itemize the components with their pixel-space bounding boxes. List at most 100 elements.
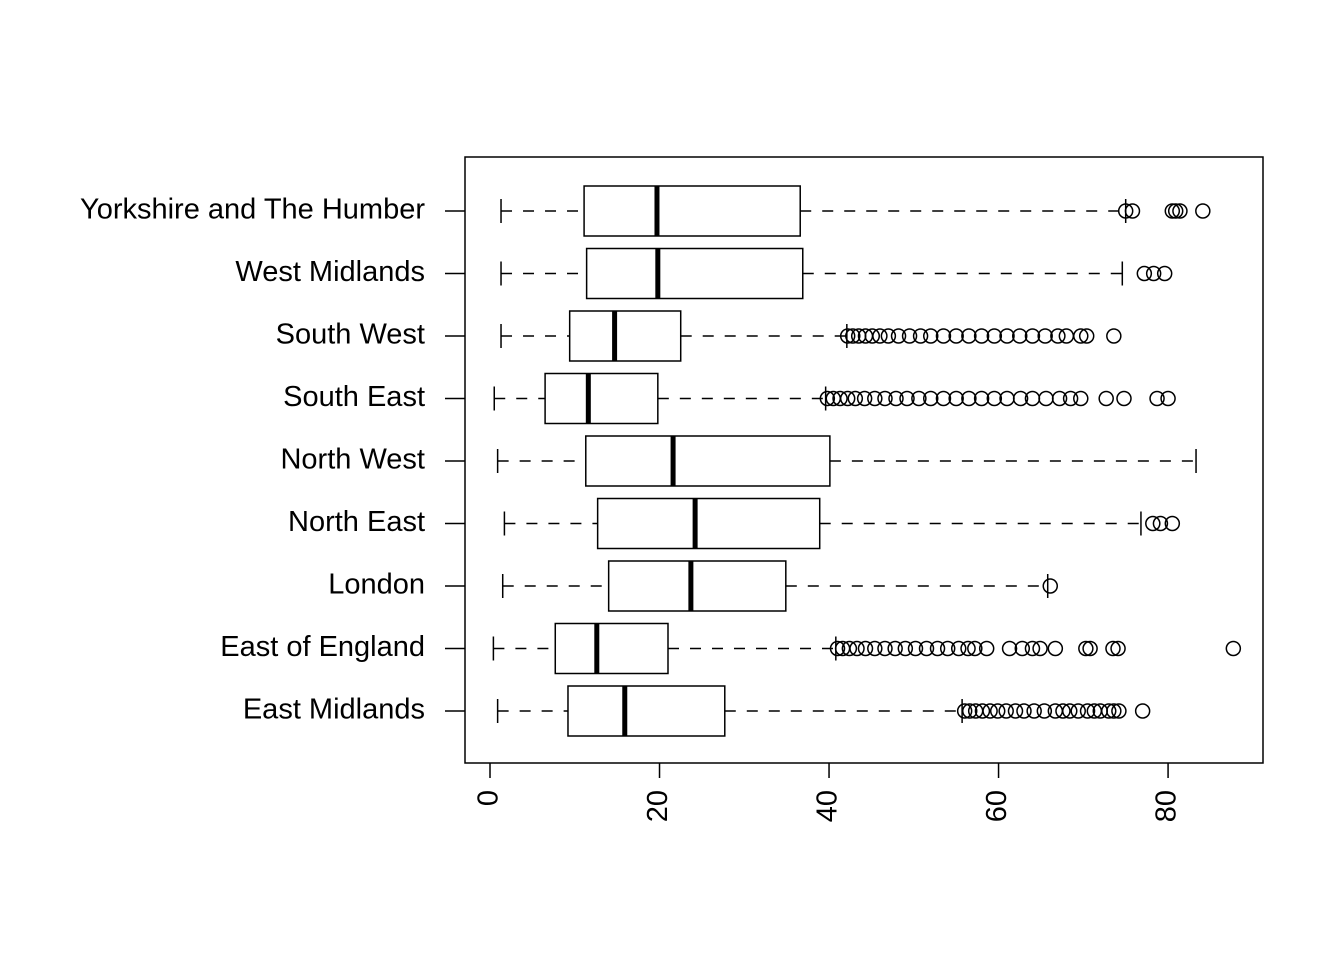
outlier — [1110, 640, 1126, 657]
outlier — [1001, 640, 1018, 657]
outlier — [1152, 515, 1169, 532]
outlier — [1079, 703, 1096, 719]
outlier — [961, 703, 978, 719]
outlier — [1082, 640, 1098, 657]
outlier — [935, 390, 952, 407]
outlier — [973, 390, 990, 407]
outlier — [839, 328, 856, 344]
x-tick-label: 20 — [642, 790, 674, 822]
outlier — [1024, 328, 1041, 344]
outlier — [922, 328, 939, 344]
outlier — [867, 640, 883, 657]
outlier — [1051, 390, 1068, 407]
outlier — [1124, 203, 1141, 219]
outlier — [1037, 328, 1053, 344]
outlier — [950, 640, 967, 657]
outlier — [1164, 203, 1181, 219]
outlier — [1105, 640, 1121, 657]
outlier — [1078, 640, 1094, 657]
outlier — [897, 640, 914, 657]
y-tick-label: South West — [276, 319, 425, 351]
outlier — [899, 390, 915, 407]
outlier — [1073, 390, 1089, 407]
outlier — [1145, 265, 1162, 282]
y-tick-label: South East — [283, 381, 425, 413]
outlier — [1160, 390, 1176, 407]
outlier — [967, 640, 983, 657]
box — [568, 310, 682, 362]
outlier — [856, 390, 873, 407]
outlier — [901, 328, 918, 344]
outlier — [948, 328, 964, 344]
y-tick-label: Yorkshire and The Humber — [80, 194, 425, 226]
outlier — [841, 640, 858, 657]
outlier — [877, 640, 893, 657]
y-tick-label: North West — [280, 444, 425, 476]
outlier — [929, 640, 946, 657]
outlier — [1106, 328, 1122, 344]
outlier — [911, 390, 927, 407]
outlier — [978, 640, 995, 657]
outlier — [888, 390, 904, 407]
y-tick-label: East of England — [220, 631, 425, 663]
outlier — [961, 390, 977, 407]
outlier — [1111, 703, 1127, 719]
outlier — [1014, 640, 1031, 657]
outlier — [1098, 390, 1114, 407]
x-tick-label: 0 — [473, 790, 505, 806]
outlier — [1106, 703, 1122, 719]
outlier — [1134, 703, 1151, 719]
y-tick-label: London — [328, 569, 425, 601]
x-tick-label: 80 — [1151, 790, 1183, 822]
outlier — [880, 328, 897, 344]
outlier — [1073, 328, 1089, 344]
outlier — [961, 328, 977, 344]
outlier — [986, 328, 1003, 344]
outlier — [1225, 640, 1242, 657]
outlier — [1164, 515, 1181, 532]
outlier — [1016, 703, 1032, 719]
outlier — [1012, 390, 1029, 407]
outlier — [1011, 328, 1028, 344]
outlier — [832, 390, 848, 407]
outlier — [982, 703, 998, 719]
outlier — [1007, 703, 1024, 719]
outlier — [1062, 390, 1079, 407]
outlier — [907, 640, 924, 657]
outlier — [973, 328, 990, 344]
outlier — [974, 703, 991, 719]
outlier — [1116, 390, 1132, 407]
outlier — [819, 390, 836, 407]
outlier — [918, 640, 935, 657]
x-tick-label: 40 — [812, 790, 844, 822]
outlier — [829, 640, 846, 657]
y-tick-label: East Midlands — [243, 694, 425, 726]
outlier — [1070, 703, 1086, 719]
outlier — [1026, 703, 1042, 719]
outlier — [867, 390, 883, 407]
outlier — [1024, 640, 1041, 657]
outlier — [939, 640, 956, 657]
outlier — [864, 328, 881, 344]
outlier — [998, 703, 1014, 719]
outlier — [839, 390, 856, 407]
outlier — [935, 328, 952, 344]
x-tick-label: 60 — [981, 790, 1013, 822]
box — [585, 435, 831, 487]
outlier — [1050, 328, 1066, 344]
outlier — [1195, 203, 1211, 219]
y-tick-label: North East — [288, 506, 425, 538]
outlier — [1149, 390, 1165, 407]
box — [585, 247, 804, 300]
outlier — [999, 328, 1015, 344]
outlier — [890, 328, 907, 344]
outlier — [956, 703, 973, 719]
outlier — [1058, 328, 1075, 344]
outlier — [960, 640, 976, 657]
outlier — [872, 328, 888, 344]
outlier — [986, 390, 1003, 407]
outlier — [857, 640, 874, 657]
outlier — [1062, 703, 1078, 719]
outlier — [1117, 203, 1134, 219]
